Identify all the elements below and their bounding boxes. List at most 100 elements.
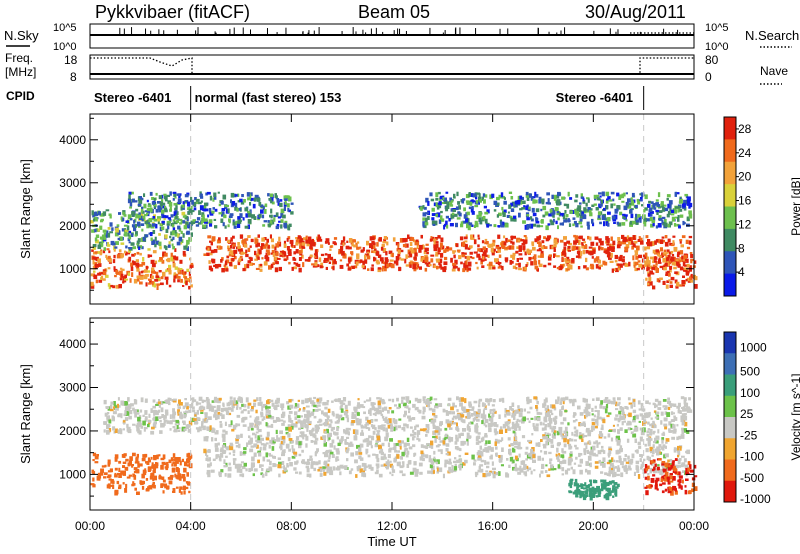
scatter-cell <box>585 202 588 207</box>
scatter-cell <box>189 257 192 261</box>
scatter-cell <box>668 400 672 406</box>
scatter-cell <box>557 225 559 230</box>
scatter-cell <box>555 453 558 457</box>
scatter-cell <box>578 435 583 439</box>
scatter-cell <box>407 415 411 419</box>
scatter-cell <box>677 473 680 478</box>
scatter-cell <box>253 443 258 448</box>
scatter-cell <box>630 197 633 201</box>
scatter-cell <box>674 209 678 214</box>
scatter-cell <box>237 245 241 249</box>
scatter-cell <box>619 415 623 421</box>
scatter-cell <box>389 447 393 451</box>
scatter-cell <box>178 227 182 232</box>
scatter-cell <box>150 207 153 213</box>
scatter-cell <box>200 200 203 203</box>
scatter-cell <box>535 405 538 409</box>
scatter-cell <box>677 263 681 268</box>
scatter-cell <box>598 238 602 241</box>
scatter-cell <box>211 400 215 403</box>
scatter-cell <box>173 211 177 217</box>
scatter-cell <box>644 207 648 211</box>
scatter-cell <box>423 399 426 404</box>
scatter-cell <box>405 264 410 267</box>
scatter-cell <box>180 220 184 224</box>
scatter-cell <box>300 424 304 428</box>
scatter-cell <box>283 467 287 472</box>
scatter-cell <box>403 414 406 418</box>
scatter-cell <box>335 413 339 419</box>
scatter-cell <box>640 196 643 202</box>
scatter-cell <box>556 443 560 446</box>
scatter-cell <box>681 283 685 287</box>
scatter-cell <box>587 455 592 461</box>
scatter-cell <box>323 442 327 447</box>
scatter-cell <box>158 454 161 457</box>
scatter-cell <box>268 220 273 226</box>
scatter-cell <box>253 425 258 428</box>
scatter-cell <box>218 471 222 475</box>
scatter-cell <box>416 240 420 246</box>
cpid-label: CPID <box>6 89 35 103</box>
scatter-cell <box>352 429 357 434</box>
scatter-cell <box>418 248 422 253</box>
scatter-cell <box>140 270 144 274</box>
scatter-cell <box>214 208 218 212</box>
scatter-cell <box>625 244 630 249</box>
scatter-cell <box>476 192 480 195</box>
scatter-cell <box>661 439 664 444</box>
scatter-cell <box>460 261 463 265</box>
scatter-cell <box>227 224 230 228</box>
scatter-cell <box>476 253 481 258</box>
scatter-cell <box>587 198 590 203</box>
scatter-cell <box>217 239 221 244</box>
scatter-cell <box>323 438 326 444</box>
scatter-cell <box>206 469 211 475</box>
scatter-cell <box>141 228 144 232</box>
scatter-cell <box>488 472 491 476</box>
scatter-cell <box>404 410 407 416</box>
scatter-cell <box>243 199 246 203</box>
scatter-cell <box>240 251 244 255</box>
scatter-cell <box>658 217 663 221</box>
scatter-cell <box>298 443 302 449</box>
scatter-cell <box>485 254 488 258</box>
scatter-cell <box>185 280 188 286</box>
scatter-cell <box>355 261 359 266</box>
scatter-cell <box>610 191 615 195</box>
scatter-cell <box>553 194 557 199</box>
scatter-cell <box>163 193 167 196</box>
scatter-cell <box>528 467 532 471</box>
scatter-cell <box>655 239 659 243</box>
scatter-cell <box>208 219 213 224</box>
scatter-cell <box>465 234 468 239</box>
scatter-cell <box>153 206 157 209</box>
scatter-cell <box>585 461 589 466</box>
scatter-cell <box>347 427 351 431</box>
scatter-cell <box>454 457 457 460</box>
scatter-cell <box>91 229 95 233</box>
scatter-cell <box>509 451 512 456</box>
scatter-cell <box>622 411 625 416</box>
scatter-cell <box>141 246 144 250</box>
scatter-cell <box>130 267 134 272</box>
scatter-cell <box>356 468 360 472</box>
scatter-cell <box>425 445 428 449</box>
scatter-cell <box>177 225 181 230</box>
freq-label: Freq. <box>5 51 33 65</box>
scatter-cell <box>133 226 137 232</box>
scatter-cell <box>247 402 252 406</box>
scatter-cell <box>555 401 559 405</box>
scatter-cell <box>422 224 425 228</box>
scatter-cell <box>639 436 643 442</box>
scatter-cell <box>114 472 117 478</box>
scatter-cell <box>323 260 326 263</box>
scatter-cell <box>567 443 572 447</box>
scatter-cell <box>433 398 438 401</box>
scatter-cell <box>475 441 480 445</box>
scatter-cell <box>437 235 441 239</box>
scatter-cell <box>545 237 549 242</box>
scatter-cell <box>322 466 326 469</box>
scatter-cell <box>124 250 127 254</box>
scatter-cell <box>256 426 260 431</box>
